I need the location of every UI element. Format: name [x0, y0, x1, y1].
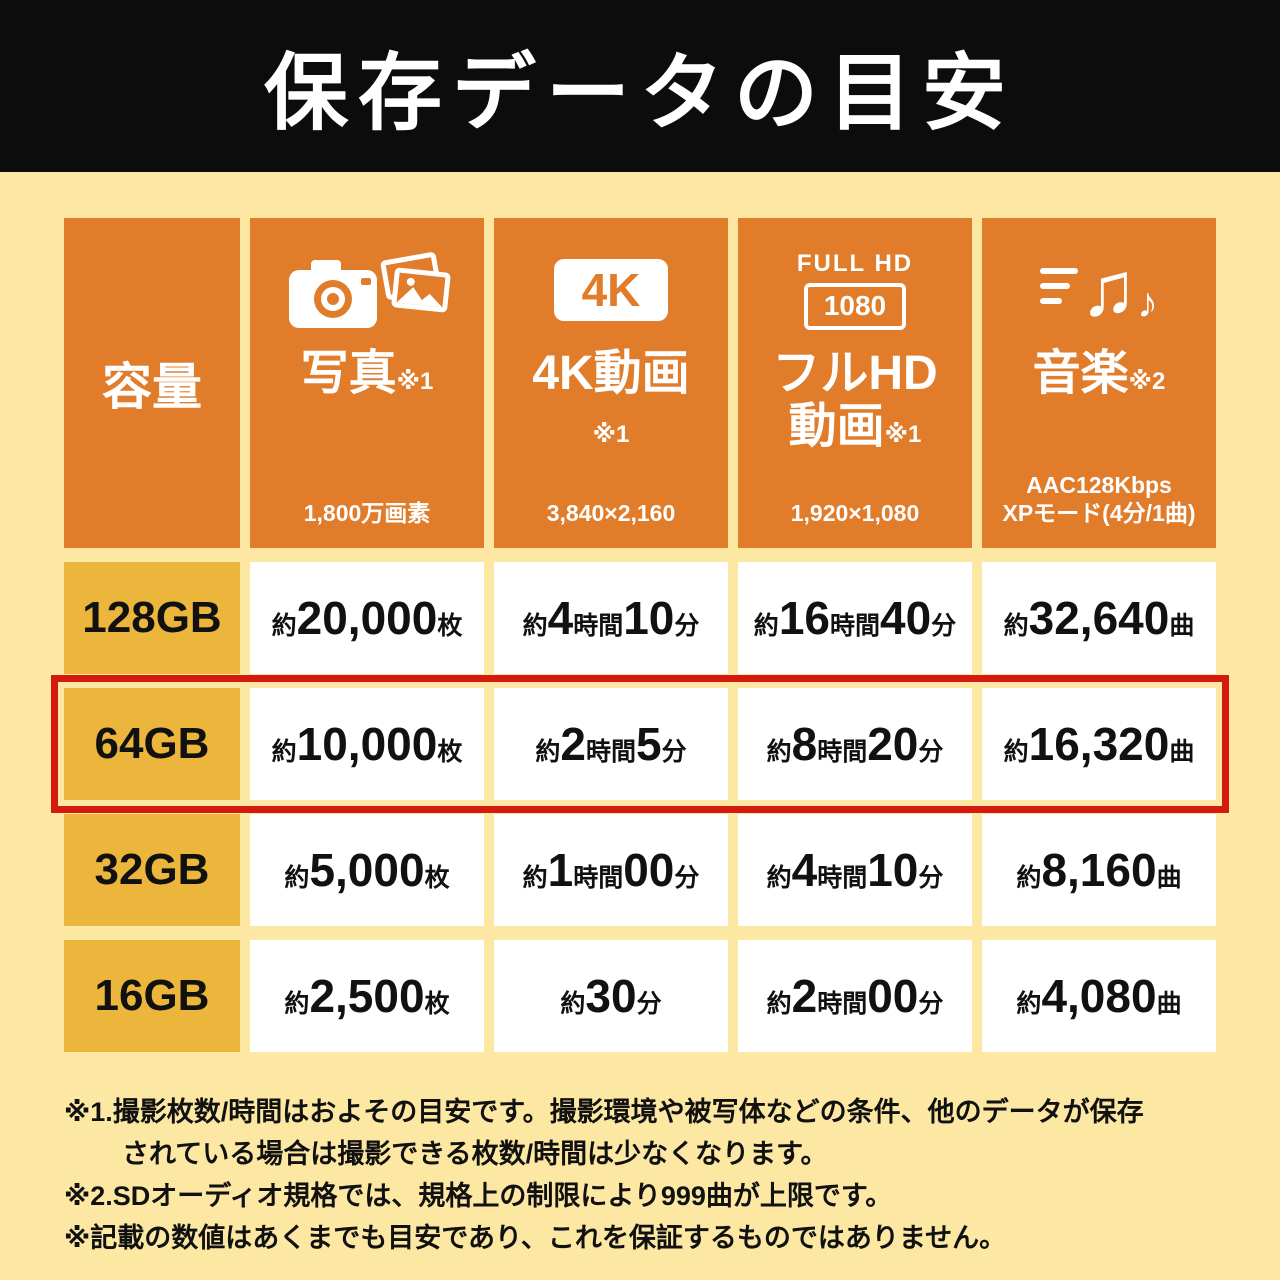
- storage-guide-table: 容量 写真※1 1,800万画素 4K 4K動画 ※1 3,840×2,160 FULL H…: [0, 172, 1280, 1052]
- page-title: 保存データの目安: [263, 45, 1016, 140]
- column-subtitle: 1,920×1,080: [790, 500, 920, 527]
- capacity-cell: 64GB: [64, 688, 240, 800]
- title-bar: 保存データの目安: [0, 0, 1280, 172]
- footnote-line: ※記載の数値はあくまでも目安であり、これを保証するものではありません。: [64, 1222, 1007, 1253]
- 4k-badge-label: 4K: [553, 259, 669, 321]
- table-header-row: 容量 写真※1 1,800万画素 4K 4K動画 ※1 3,840×2,160 FULL H…: [64, 218, 1216, 548]
- table-row-64gb: 64GB 約10,000枚 約2時間5分 約8時間20分 約16,320曲: [51, 675, 1229, 813]
- value-cell-fullhd: 約16時間40分: [738, 562, 972, 674]
- column-title: 写真※1: [300, 347, 434, 400]
- column-subtitle: AAC128Kbps XPモード(4分/1曲): [1002, 471, 1196, 527]
- column-header-video4k: 4K 4K動画 ※1 3,840×2,160: [494, 218, 728, 548]
- fullhd-badge-value: 1080: [803, 283, 907, 330]
- value-cell-music: 約16,320曲: [982, 688, 1216, 800]
- footnote-line: ※1.撮影枚数/時間はおよその目安です。撮影環境や被写体などの条件、他のデータが…: [64, 1097, 1144, 1127]
- value-cell-photo: 約10,000枚: [250, 688, 484, 800]
- footnotes: ※1.撮影枚数/時間はおよその目安です。撮影環境や被写体などの条件、他のデータが…: [0, 1066, 1280, 1259]
- footnote-line: ※2.SDオーディオ規格では、規格上の制限により999曲が上限です。: [64, 1180, 893, 1211]
- value-cell-fullhd: 約4時間10分: [738, 814, 972, 926]
- value-cell-video4k: 約2時間5分: [494, 688, 728, 800]
- capacity-cell: 32GB: [64, 814, 240, 926]
- music-notes-icon: ♫ ♪: [1040, 240, 1158, 340]
- column-title: 音楽※2: [1032, 347, 1166, 400]
- value-cell-music: 約8,160曲: [982, 814, 1216, 926]
- value-cell-video4k: 約30分: [494, 940, 728, 1052]
- fullhd-badge-icon: FULL HD 1080: [797, 240, 913, 340]
- capacity-header-label: 容量: [102, 359, 202, 415]
- fullhd-badge-label: FULL HD: [796, 250, 914, 278]
- 4k-badge-icon: 4K: [553, 240, 669, 340]
- capacity-cell: 128GB: [64, 562, 240, 674]
- column-title: フルHD 動画※1: [772, 347, 938, 453]
- table-row-16gb: 16GB 約2,500枚 約30分 約2時間00分 約4,080曲: [64, 940, 1216, 1052]
- camera-photos-icon: [283, 240, 451, 340]
- value-cell-photo: 約20,000枚: [250, 562, 484, 674]
- table-body: 128GB 約20,000枚 約4時間10分 約16時間40分 約32,640曲 64GB…: [51, 562, 1229, 1052]
- value-cell-music: 約32,640曲: [982, 562, 1216, 674]
- column-subtitle: 3,840×2,160: [546, 500, 676, 527]
- column-header-music: ♫ ♪ 音楽※2 AAC128Kbps XPモード(4分/1曲): [982, 218, 1216, 548]
- footnote-line: されている場合は撮影できる枚数/時間は少なくなります。: [122, 1138, 828, 1169]
- value-cell-music: 約4,080曲: [982, 940, 1216, 1052]
- value-cell-photo: 約5,000枚: [250, 814, 484, 926]
- value-cell-fullhd: 約8時間20分: [738, 688, 972, 800]
- table-row-128gb: 128GB 約20,000枚 約4時間10分 約16時間40分 約32,640曲: [64, 562, 1216, 674]
- column-subtitle: 1,800万画素: [303, 500, 431, 527]
- value-cell-video4k: 約4時間10分: [494, 562, 728, 674]
- table-row-32gb: 32GB 約5,000枚 約1時間00分 約4時間10分 約8,160曲: [64, 814, 1216, 926]
- column-header-photo: 写真※1 1,800万画素: [250, 218, 484, 548]
- value-cell-video4k: 約1時間00分: [494, 814, 728, 926]
- capacity-cell: 16GB: [64, 940, 240, 1052]
- column-title: 4K動画 ※1: [532, 347, 690, 448]
- value-cell-photo: 約2,500枚: [250, 940, 484, 1052]
- value-cell-fullhd: 約2時間00分: [738, 940, 972, 1052]
- capacity-header-cell: 容量: [64, 218, 240, 548]
- column-header-fullhd: FULL HD 1080 フルHD 動画※1 1,920×1,080: [738, 218, 972, 548]
